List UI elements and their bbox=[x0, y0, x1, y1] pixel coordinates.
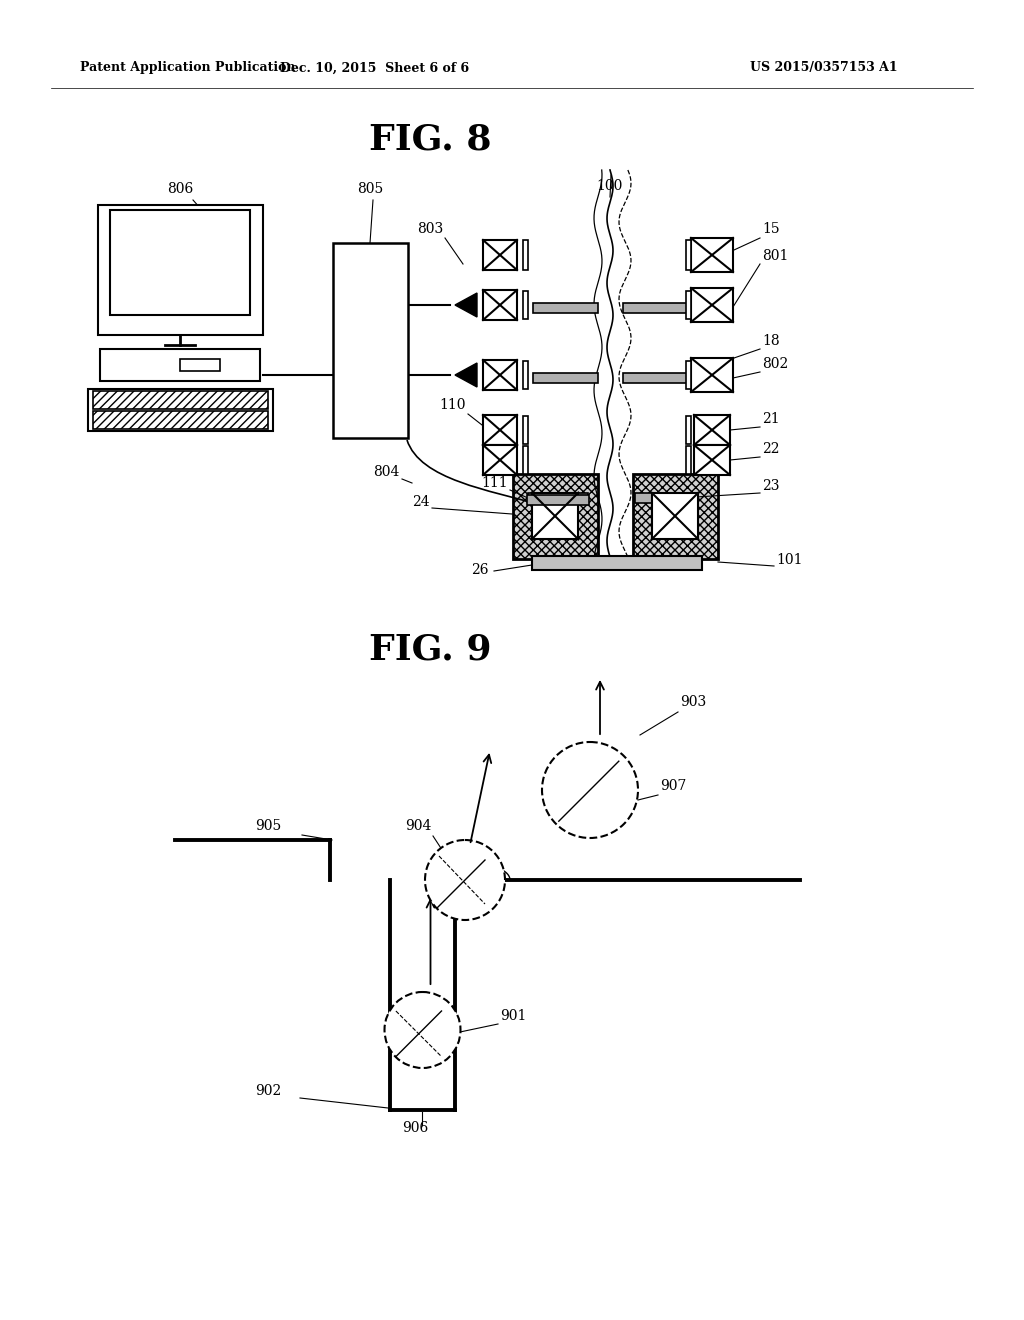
Text: 21: 21 bbox=[762, 412, 779, 426]
Bar bbox=[512, 474, 597, 558]
Text: 26: 26 bbox=[471, 564, 488, 577]
Polygon shape bbox=[455, 363, 477, 387]
Text: 906: 906 bbox=[401, 1121, 428, 1135]
Bar bbox=[633, 474, 718, 558]
Bar bbox=[483, 445, 517, 475]
Text: 801: 801 bbox=[762, 249, 788, 263]
Bar bbox=[87, 389, 272, 432]
Bar bbox=[483, 360, 517, 389]
Text: 100: 100 bbox=[597, 180, 624, 193]
Bar bbox=[522, 360, 527, 389]
Bar bbox=[651, 492, 698, 540]
Bar bbox=[685, 290, 690, 319]
Bar bbox=[685, 240, 690, 271]
Text: US 2015/0357153 A1: US 2015/0357153 A1 bbox=[750, 62, 898, 74]
Text: 23: 23 bbox=[762, 479, 779, 492]
Text: 901: 901 bbox=[500, 1008, 526, 1023]
Bar bbox=[483, 290, 517, 319]
Text: 805: 805 bbox=[357, 182, 383, 195]
Text: FIG. 9: FIG. 9 bbox=[369, 634, 492, 667]
Bar bbox=[333, 243, 408, 437]
Text: 904: 904 bbox=[406, 818, 432, 833]
Bar bbox=[691, 238, 733, 272]
Bar bbox=[100, 348, 260, 381]
Text: 907: 907 bbox=[660, 779, 686, 793]
Polygon shape bbox=[455, 293, 477, 317]
Text: 802: 802 bbox=[762, 356, 788, 371]
Bar bbox=[522, 240, 527, 271]
Text: 903: 903 bbox=[680, 696, 707, 709]
Text: Patent Application Publication: Patent Application Publication bbox=[80, 62, 296, 74]
Text: 111: 111 bbox=[481, 477, 508, 490]
Text: 24: 24 bbox=[413, 495, 430, 510]
Bar bbox=[483, 240, 517, 271]
Bar bbox=[522, 446, 527, 474]
Bar bbox=[685, 446, 690, 474]
Circle shape bbox=[384, 993, 461, 1068]
Circle shape bbox=[425, 840, 505, 920]
Bar bbox=[532, 304, 597, 313]
Bar bbox=[97, 205, 262, 335]
Text: 18: 18 bbox=[762, 334, 779, 348]
Text: FIG. 8: FIG. 8 bbox=[369, 123, 492, 157]
Bar bbox=[685, 416, 690, 444]
Bar bbox=[635, 492, 695, 503]
Bar bbox=[694, 414, 730, 445]
Bar bbox=[528, 492, 588, 503]
Text: 22: 22 bbox=[762, 442, 779, 455]
Bar bbox=[623, 374, 687, 383]
Bar bbox=[527, 495, 589, 506]
Bar bbox=[522, 416, 527, 444]
Text: Dec. 10, 2015  Sheet 6 of 6: Dec. 10, 2015 Sheet 6 of 6 bbox=[281, 62, 470, 74]
Text: 101: 101 bbox=[776, 553, 803, 568]
Bar bbox=[531, 492, 579, 540]
Bar bbox=[691, 288, 733, 322]
Text: 15: 15 bbox=[762, 222, 779, 236]
Text: 806: 806 bbox=[167, 182, 194, 195]
Bar bbox=[694, 445, 730, 475]
Bar bbox=[180, 359, 220, 371]
Bar bbox=[92, 391, 267, 409]
Text: 803: 803 bbox=[417, 222, 443, 236]
Text: 902: 902 bbox=[255, 1084, 282, 1098]
Bar bbox=[685, 360, 690, 389]
Text: 110: 110 bbox=[439, 399, 466, 412]
Bar bbox=[483, 414, 517, 445]
Bar bbox=[92, 411, 267, 429]
Bar bbox=[532, 556, 702, 570]
Bar bbox=[110, 210, 250, 314]
Circle shape bbox=[542, 742, 638, 838]
Bar bbox=[623, 304, 687, 313]
Text: 905: 905 bbox=[255, 818, 282, 833]
Bar bbox=[691, 358, 733, 392]
Text: 804: 804 bbox=[374, 465, 400, 479]
Bar bbox=[522, 290, 527, 319]
Bar bbox=[532, 374, 597, 383]
